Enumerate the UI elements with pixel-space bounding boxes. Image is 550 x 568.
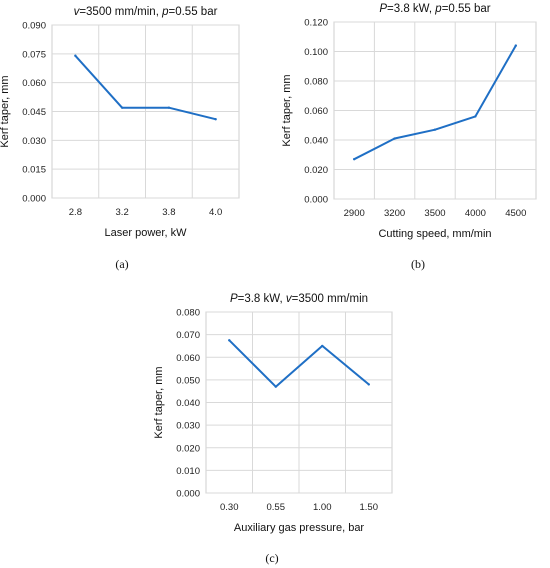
x-tick-label: 4000 [465,208,486,219]
series-line [74,54,217,121]
y-axis-label: Kerf taper, mm [281,74,293,146]
chart-title-part: =3.8 kW, [387,3,435,15]
y-tick-label: 0.120 [304,18,328,29]
x-tick-label: 1.00 [313,502,332,513]
y-tick-label: 0.020 [176,443,200,454]
x-tick-label: 0.55 [267,502,286,513]
data-point [274,385,277,388]
y-tick-label: 0.050 [176,375,200,386]
data-point [474,115,477,118]
y-tick-label: 0.030 [22,136,46,147]
chart-title-part: =3.8 kW, [238,293,286,305]
y-tick-label: 0.045 [22,107,46,118]
chart-title-part: P [230,293,238,305]
chart-title-part: =3500 mm/min, [79,6,162,18]
series-line [228,339,370,388]
y-tick-label: 0.000 [304,195,328,206]
y-tick-label: 0.000 [22,194,46,205]
y-tick-label: 0.010 [176,466,200,477]
x-tick-label: 2900 [344,208,365,219]
chart-title-part: v [74,6,81,18]
x-tick-label: 0.30 [220,502,239,513]
x-tick-label: 3.2 [116,207,129,218]
chart-title-part: p [434,3,442,15]
chart-title-part: p [161,6,169,18]
chart-c: 0.000 0.010 0.020 0.030 0.040 0.050 0.060 0.070… [153,293,393,565]
data-point [393,137,396,140]
subfigure-caption: (a) [115,257,128,271]
y-tick-label: 0.020 [304,165,328,176]
y-tick-label: 0.080 [304,77,328,88]
y-tick-label: 0.070 [176,330,200,341]
x-tick-label: 4500 [505,208,526,219]
x-tick-label: 1.50 [360,502,379,513]
y-tick-label: 0.000 [176,489,200,500]
y-tick-label: 0.030 [176,421,200,432]
y-tick-label: 0.080 [176,308,200,319]
data-point [214,117,217,121]
x-tick-label: 2.8 [69,207,82,218]
data-point [120,106,124,109]
data-point [167,106,171,109]
y-axis-label: Kerf taper, mm [153,366,165,438]
chart-title-part: v [286,293,293,305]
y-axis-label: Kerf taper, mm [0,75,11,147]
chart-title-part: =0.55 bar [442,3,491,15]
data-point [353,157,356,161]
y-tick-label: 0.060 [304,106,328,117]
chart-title-part: P [379,3,387,15]
chart-title: P=3.8 kW, p=0.55 bar [379,3,490,15]
data-point [367,383,370,386]
data-point [514,44,517,47]
x-tick-label: 3500 [424,208,445,219]
chart-a: 0.000 0.015 0.030 0.045 0.060 0.075 0.090 2.8 3.… [0,6,240,271]
data-point [321,344,324,348]
chart-title: P=3.8 kW, v=3500 mm/min [230,293,368,305]
x-axis-label: Laser power, kW [105,227,188,239]
subfigure-caption: (b) [411,257,425,271]
data-point [74,54,77,57]
x-tick-label: 3.8 [162,207,175,218]
data-point [228,339,231,342]
subfigure-caption: (c) [265,551,278,565]
chart-title-part: =0.55 bar [169,6,218,18]
y-tick-label: 0.060 [22,78,46,89]
x-tick-label: 3200 [384,208,405,219]
data-point [433,128,437,131]
y-tick-label: 0.090 [22,21,46,32]
y-tick-label: 0.015 [22,165,46,176]
chart-title-part: =3500 mm/min [292,293,368,305]
y-tick-label: 0.040 [304,136,328,147]
series-line [353,44,517,161]
y-tick-label: 0.100 [304,47,328,58]
chart-b: 0.000 0.020 0.040 0.060 0.080 0.100 0.120 2900 3… [281,3,537,271]
y-tick-label: 0.040 [176,398,200,409]
x-axis-label: Cutting speed, mm/min [378,228,491,240]
x-tick-label: 4.0 [209,207,222,218]
y-tick-label: 0.060 [176,353,200,364]
x-axis-label: Auxiliary gas pressure, bar [234,522,365,534]
chart-title: v=3500 mm/min, p=0.55 bar [74,6,218,18]
y-tick-label: 0.075 [22,49,46,60]
